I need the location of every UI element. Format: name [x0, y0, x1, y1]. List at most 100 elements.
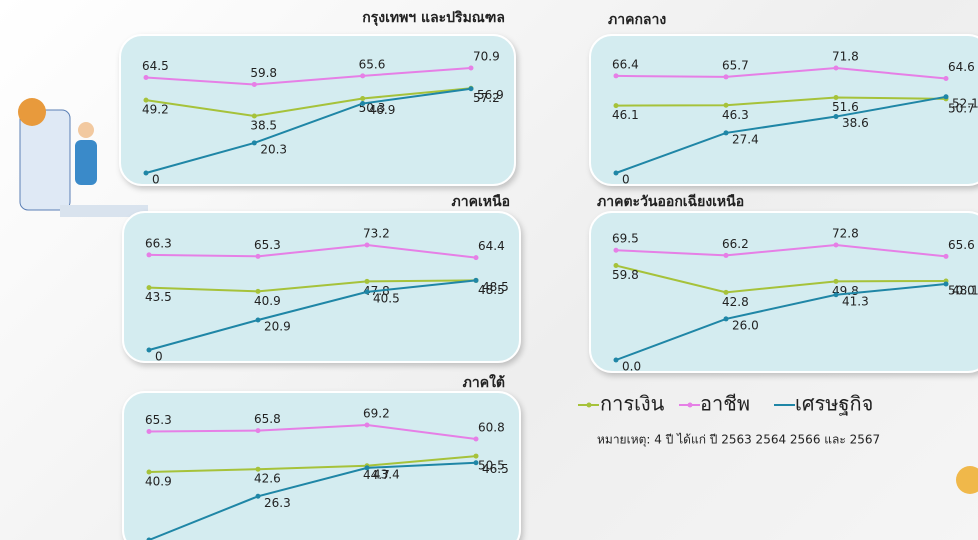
data-label: 50.0: [948, 284, 975, 298]
legend-career: อาชีพ: [700, 392, 750, 416]
data-label: 48.1: [952, 284, 978, 298]
chart-title: ภาคใต้: [463, 373, 505, 391]
data-point: [943, 94, 949, 100]
data-point: [473, 436, 479, 442]
data-point: [833, 278, 839, 284]
legend-finance: การเงิน: [600, 392, 665, 416]
data-point: [833, 65, 839, 71]
data-label: 65.7: [722, 58, 749, 72]
data-label: 20.3: [260, 142, 287, 156]
data-label: 44.7: [363, 468, 390, 482]
data-point: [146, 469, 152, 475]
data-label: 65.6: [359, 57, 386, 71]
data-point: [360, 101, 366, 107]
data-point: [723, 74, 729, 80]
data-point: [364, 422, 370, 428]
data-point: [146, 537, 152, 540]
data-label: 46.1: [612, 108, 639, 122]
data-point: [473, 255, 479, 261]
chart-title: ภาคตะวันออกเฉียงเหนือ: [597, 194, 744, 210]
data-point: [613, 357, 619, 363]
data-label: 43.4: [373, 467, 400, 481]
data-label: 48.5: [478, 283, 505, 297]
data-label: 41.3: [842, 294, 869, 308]
data-point: [143, 97, 149, 103]
data-point: [613, 103, 619, 109]
data-point: [255, 253, 261, 259]
chart-title: ภาคเหนือ: [452, 194, 510, 210]
data-label: 46.3: [722, 108, 749, 122]
data-label: 42.8: [722, 295, 749, 309]
data-point: [364, 289, 370, 295]
data-point: [255, 317, 261, 323]
data-label: 0.0: [622, 360, 641, 374]
data-label: 50.7: [948, 101, 975, 115]
series-line: [615, 66, 947, 80]
data-point: [833, 242, 839, 248]
data-point: [723, 316, 729, 322]
data-label: 72.8: [832, 227, 859, 241]
data-point: [146, 285, 152, 291]
data-label: 46.5: [482, 462, 509, 476]
data-point: [360, 73, 366, 79]
data-label: 69.5: [612, 232, 639, 246]
data-point: [468, 65, 474, 71]
data-label: 65.3: [254, 238, 281, 252]
data-label: 42.6: [254, 472, 281, 486]
series-line: [145, 67, 472, 86]
data-point: [143, 170, 149, 176]
data-label: 65.6: [948, 238, 975, 252]
chart-panel: [122, 211, 521, 363]
data-point: [833, 114, 839, 120]
data-label: 50.3: [359, 101, 386, 115]
data-label: 64.6: [948, 60, 975, 74]
data-label: 38.6: [842, 116, 869, 130]
data-point: [723, 102, 729, 108]
data-label: 0: [155, 350, 163, 364]
data-point: [613, 247, 619, 253]
data-point: [943, 76, 949, 82]
series-line: [148, 455, 477, 474]
data-point: [723, 130, 729, 136]
series-line: [145, 87, 472, 174]
data-point: [360, 96, 366, 102]
legend-economy: เศรษฐกิจ: [795, 392, 873, 416]
data-label: 0: [622, 173, 630, 187]
data-label: 40.9: [145, 475, 172, 489]
data-point: [251, 140, 257, 146]
data-point: [833, 95, 839, 101]
chart-panel: [119, 34, 516, 186]
data-point: [943, 281, 949, 287]
data-label: 26.0: [732, 318, 759, 332]
data-point: [723, 289, 729, 295]
data-label: 0: [152, 173, 160, 187]
data-label: 57.2: [473, 91, 500, 105]
data-label: 71.8: [832, 50, 859, 64]
data-label: 27.4: [732, 132, 759, 146]
series-line: [148, 243, 477, 259]
data-point: [943, 253, 949, 259]
series-line: [615, 96, 947, 107]
data-label: 70.9: [473, 50, 500, 64]
data-point: [613, 73, 619, 79]
chart-title: กรุงเทพฯ และปริมณฑล: [362, 10, 505, 26]
data-label: 65.8: [254, 412, 281, 426]
data-point: [251, 113, 257, 119]
data-point: [255, 288, 261, 294]
data-label: 40.9: [254, 294, 281, 308]
data-label: 66.3: [145, 236, 172, 250]
data-point: [251, 81, 257, 87]
data-label: 43.5: [145, 290, 172, 304]
data-label: 46.9: [369, 103, 396, 117]
data-point: [364, 465, 370, 471]
data-label: 59.8: [612, 268, 639, 282]
data-label: 66.2: [722, 237, 749, 251]
legend-dot: [687, 402, 693, 408]
data-point: [143, 74, 149, 80]
data-point: [146, 428, 152, 434]
data-point: [473, 460, 479, 466]
data-label: 60.8: [478, 420, 505, 434]
series-line: [145, 87, 472, 117]
legend-dot: [586, 402, 592, 408]
